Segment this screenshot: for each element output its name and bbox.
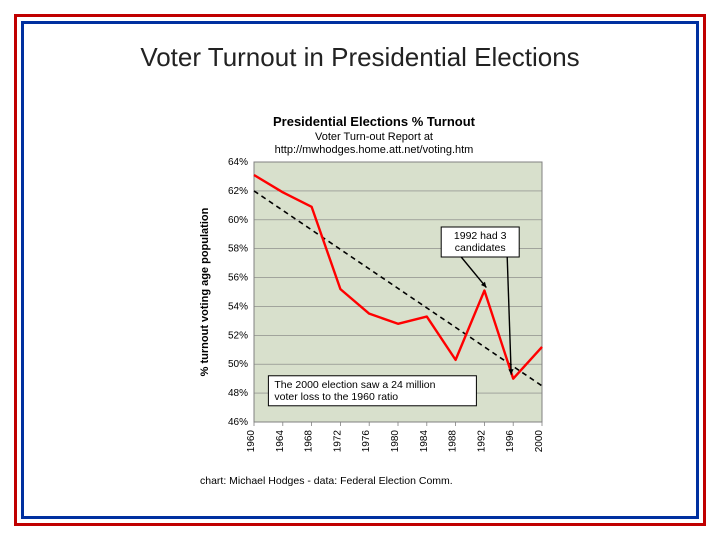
svg-text:46%: 46% [228,417,248,428]
chart-title: Presidential Elections % Turnout [194,114,554,129]
svg-text:1964: 1964 [275,430,286,453]
svg-text:1996: 1996 [505,430,516,453]
outer-red-border: Voter Turnout in Presidential Elections … [14,14,706,526]
svg-text:54%: 54% [228,301,248,312]
svg-text:1960: 1960 [246,430,257,453]
svg-text:1968: 1968 [304,430,315,453]
svg-text:50%: 50% [228,359,248,370]
svg-text:58%: 58% [228,244,248,255]
svg-text:56%: 56% [228,273,248,284]
svg-text:The 2000 election saw a 24 mil: The 2000 election saw a 24 million [274,379,435,391]
svg-text:1976: 1976 [361,430,372,453]
svg-text:candidates: candidates [455,242,506,254]
svg-text:2000: 2000 [534,430,545,453]
svg-text:64%: 64% [228,157,248,168]
svg-text:1992: 1992 [476,430,487,453]
svg-text:1972: 1972 [332,430,343,453]
svg-text:1980: 1980 [390,430,401,453]
svg-text:1988: 1988 [448,430,459,453]
svg-text:% turnout voting age populatio: % turnout voting age population [199,207,211,376]
slide-frame: Voter Turnout in Presidential Elections … [0,0,720,540]
svg-text:1984: 1984 [419,430,430,453]
svg-text:voter loss to the 1960 ratio: voter loss to the 1960 ratio [274,391,398,403]
inner-blue-border: Voter Turnout in Presidential Elections … [21,21,699,519]
slide-title: Voter Turnout in Presidential Elections [24,42,696,73]
chart-subtitle: Voter Turn-out Report at [194,131,554,143]
svg-text:48%: 48% [228,388,248,399]
svg-text:52%: 52% [228,330,248,341]
turnout-line-chart: 46% 48% 50% 52% 54% 56% 58% 60% 62% 64% 1960 1964 19… [194,156,554,468]
chart-url-text: http://mwhodges.home.att.net/voting.htm [194,144,554,156]
svg-text:60%: 60% [228,215,248,226]
chart-credit: chart: Michael Hodges - data: Federal El… [200,475,554,487]
svg-text:62%: 62% [228,186,248,197]
chart-container: Presidential Elections % Turnout Voter T… [194,114,554,494]
svg-text:1992 had 3: 1992 had 3 [454,230,507,242]
